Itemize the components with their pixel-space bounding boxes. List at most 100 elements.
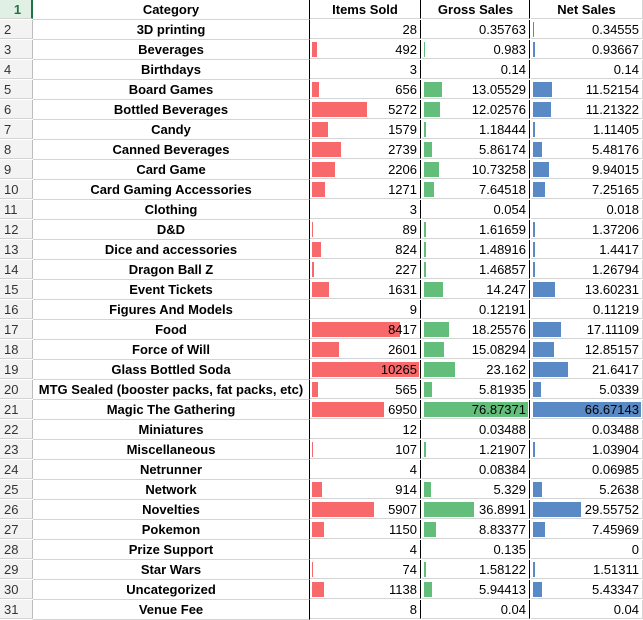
row-header[interactable]: 9	[0, 160, 33, 179]
gross-sales-cell[interactable]: 10.73258	[422, 160, 530, 179]
gross-sales-cell[interactable]: 12.02576	[422, 100, 530, 119]
items-sold-cell[interactable]: 4	[310, 540, 421, 559]
items-sold-cell[interactable]: 3	[310, 200, 421, 219]
row-header[interactable]: 25	[0, 480, 33, 499]
row-header[interactable]: 11	[0, 200, 33, 219]
category-cell[interactable]: Figures And Models	[33, 300, 310, 320]
row-header[interactable]: 23	[0, 440, 33, 459]
gross-sales-cell[interactable]: 5.94413	[422, 580, 530, 599]
net-sales-cell[interactable]: 1.37206	[531, 220, 643, 239]
row-header[interactable]: 20	[0, 380, 33, 399]
items-sold-cell[interactable]: 10265	[310, 360, 421, 379]
net-sales-cell[interactable]: 11.52154	[531, 80, 643, 99]
items-sold-cell[interactable]: 824	[310, 240, 421, 259]
category-cell[interactable]: Pokemon	[33, 520, 310, 540]
row-header[interactable]: 5	[0, 80, 33, 99]
row-header[interactable]: 18	[0, 340, 33, 359]
category-cell[interactable]: Netrunner	[33, 460, 310, 480]
gross-sales-cell[interactable]: 1.48916	[422, 240, 530, 259]
row-header[interactable]: 29	[0, 560, 33, 579]
row-header[interactable]: 4	[0, 60, 33, 79]
net-sales-cell[interactable]: 5.2638	[531, 480, 643, 499]
items-sold-cell[interactable]: 9	[310, 300, 421, 319]
row-header[interactable]: 7	[0, 120, 33, 139]
net-sales-cell[interactable]: 1.4417	[531, 240, 643, 259]
items-sold-cell[interactable]: 227	[310, 260, 421, 279]
net-sales-cell[interactable]: 5.43347	[531, 580, 643, 599]
header-net-sales-cell[interactable]: Net Sales	[531, 0, 643, 19]
header-items-sold-cell[interactable]: Items Sold	[310, 0, 421, 19]
items-sold-cell[interactable]: 8	[310, 600, 421, 619]
gross-sales-cell[interactable]: 0.12191	[422, 300, 530, 319]
category-cell[interactable]: Uncategorized	[33, 580, 310, 600]
net-sales-cell[interactable]: 7.45969	[531, 520, 643, 539]
net-sales-cell[interactable]: 9.94015	[531, 160, 643, 179]
row-header[interactable]: 26	[0, 500, 33, 519]
category-cell[interactable]: Event Tickets	[33, 280, 310, 300]
category-cell[interactable]: Magic The Gathering	[33, 400, 310, 420]
net-sales-cell[interactable]: 0.03488	[531, 420, 643, 439]
net-sales-cell[interactable]: 66.67143	[531, 400, 643, 419]
items-sold-cell[interactable]: 492	[310, 40, 421, 59]
gross-sales-cell[interactable]: 5.329	[422, 480, 530, 499]
category-cell[interactable]: Star Wars	[33, 560, 310, 580]
items-sold-cell[interactable]: 1271	[310, 180, 421, 199]
gross-sales-cell[interactable]: 0.08384	[422, 460, 530, 479]
category-cell[interactable]: Birthdays	[33, 60, 310, 80]
category-cell[interactable]: Beverages	[33, 40, 310, 60]
items-sold-cell[interactable]: 28	[310, 20, 421, 39]
header-category-cell[interactable]: Category	[33, 0, 310, 20]
gross-sales-cell[interactable]: 18.25576	[422, 320, 530, 339]
row-header[interactable]: 10	[0, 180, 33, 199]
row-header[interactable]: 13	[0, 240, 33, 259]
net-sales-cell[interactable]: 1.26794	[531, 260, 643, 279]
items-sold-cell[interactable]: 1631	[310, 280, 421, 299]
items-sold-cell[interactable]: 107	[310, 440, 421, 459]
gross-sales-cell[interactable]: 0.983	[422, 40, 530, 59]
items-sold-cell[interactable]: 565	[310, 380, 421, 399]
net-sales-cell[interactable]: 5.48176	[531, 140, 643, 159]
category-cell[interactable]: Bottled Beverages	[33, 100, 310, 120]
net-sales-cell[interactable]: 0.11219	[531, 300, 643, 319]
items-sold-cell[interactable]: 1150	[310, 520, 421, 539]
gross-sales-cell[interactable]: 0.14	[422, 60, 530, 79]
category-cell[interactable]: Prize Support	[33, 540, 310, 560]
items-sold-cell[interactable]: 3	[310, 60, 421, 79]
net-sales-cell[interactable]: 0.018	[531, 200, 643, 219]
row-header[interactable]: 24	[0, 460, 33, 479]
category-cell[interactable]: Dice and accessories	[33, 240, 310, 260]
items-sold-cell[interactable]: 74	[310, 560, 421, 579]
items-sold-cell[interactable]: 12	[310, 420, 421, 439]
row-header[interactable]: 30	[0, 580, 33, 599]
items-sold-cell[interactable]: 2739	[310, 140, 421, 159]
row-header[interactable]: 2	[0, 20, 33, 39]
items-sold-cell[interactable]: 656	[310, 80, 421, 99]
gross-sales-cell[interactable]: 1.46857	[422, 260, 530, 279]
category-cell[interactable]: Venue Fee	[33, 600, 310, 620]
row-header[interactable]: 19	[0, 360, 33, 379]
items-sold-cell[interactable]: 89	[310, 220, 421, 239]
net-sales-cell[interactable]: 0.93667	[531, 40, 643, 59]
gross-sales-cell[interactable]: 23.162	[422, 360, 530, 379]
row-header[interactable]: 12	[0, 220, 33, 239]
row-header[interactable]: 17	[0, 320, 33, 339]
net-sales-cell[interactable]: 21.6417	[531, 360, 643, 379]
row-header[interactable]: 14	[0, 260, 33, 279]
category-cell[interactable]: Miscellaneous	[33, 440, 310, 460]
gross-sales-cell[interactable]: 0.054	[422, 200, 530, 219]
net-sales-cell[interactable]: 7.25165	[531, 180, 643, 199]
row-header[interactable]: 8	[0, 140, 33, 159]
category-cell[interactable]: Card Gaming Accessories	[33, 180, 310, 200]
gross-sales-cell[interactable]: 1.58122	[422, 560, 530, 579]
items-sold-cell[interactable]: 914	[310, 480, 421, 499]
items-sold-cell[interactable]: 4	[310, 460, 421, 479]
gross-sales-cell[interactable]: 8.83377	[422, 520, 530, 539]
net-sales-cell[interactable]: 0.06985	[531, 460, 643, 479]
net-sales-cell[interactable]: 1.11405	[531, 120, 643, 139]
gross-sales-cell[interactable]: 15.08294	[422, 340, 530, 359]
row-header[interactable]: 28	[0, 540, 33, 559]
items-sold-cell[interactable]: 2206	[310, 160, 421, 179]
gross-sales-cell[interactable]: 0.135	[422, 540, 530, 559]
gross-sales-cell[interactable]: 76.87371	[422, 400, 530, 419]
category-cell[interactable]: Novelties	[33, 500, 310, 520]
